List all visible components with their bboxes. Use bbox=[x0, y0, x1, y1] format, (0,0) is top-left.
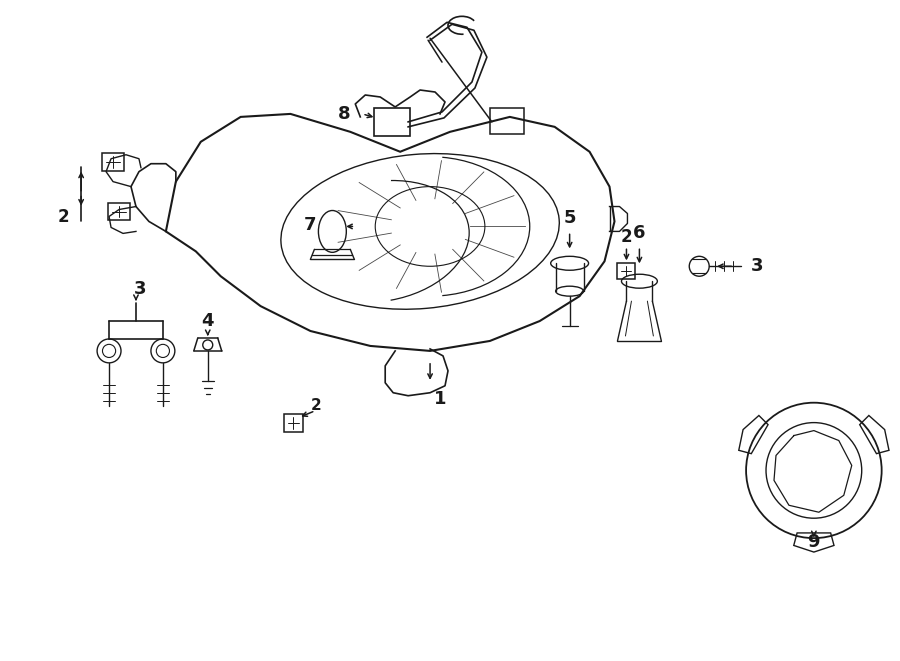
Text: 3: 3 bbox=[134, 280, 146, 298]
Text: 3: 3 bbox=[752, 257, 763, 275]
Text: 4: 4 bbox=[202, 312, 214, 330]
Text: 2: 2 bbox=[310, 398, 321, 413]
Text: 7: 7 bbox=[304, 216, 317, 235]
Text: 8: 8 bbox=[338, 105, 350, 123]
Text: 6: 6 bbox=[634, 225, 645, 243]
Text: 2: 2 bbox=[621, 229, 633, 247]
Text: 1: 1 bbox=[434, 390, 446, 408]
Text: 9: 9 bbox=[807, 533, 820, 551]
Text: 2: 2 bbox=[58, 208, 69, 227]
Text: 5: 5 bbox=[563, 210, 576, 227]
